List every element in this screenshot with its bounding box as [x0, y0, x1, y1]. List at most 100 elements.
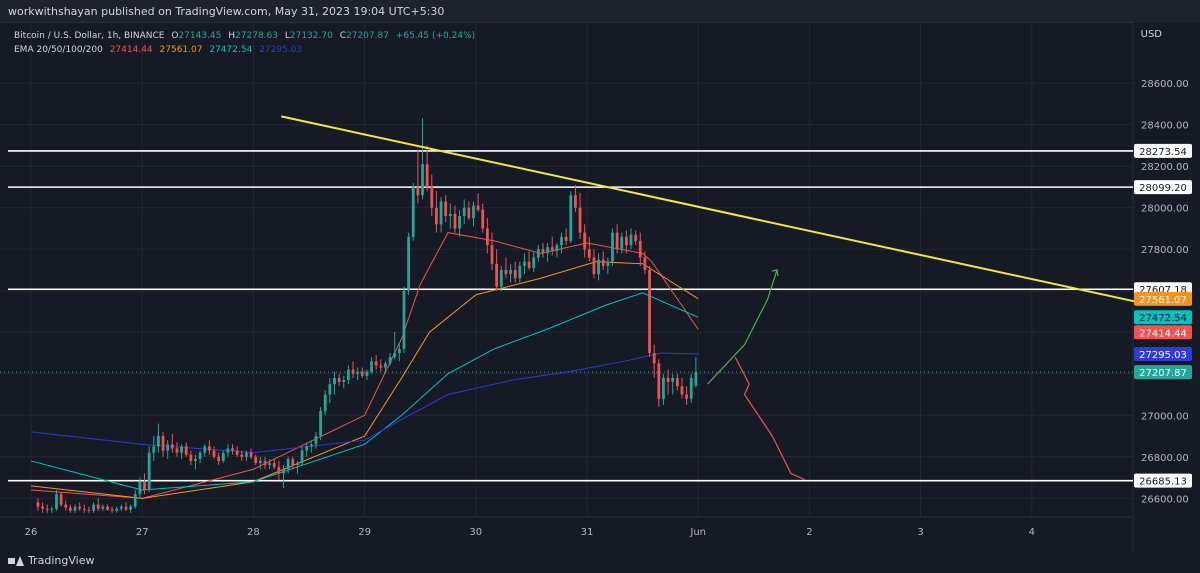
candle-body	[314, 436, 318, 445]
candle-body	[305, 446, 309, 451]
candle-body	[509, 269, 512, 275]
candle-body	[277, 467, 281, 474]
candle-body	[147, 452, 151, 491]
ema200-legend-value: 27295.03	[259, 45, 303, 55]
candle-body	[541, 249, 545, 254]
candle-body	[282, 469, 285, 474]
candle-body	[309, 444, 313, 447]
candle-body	[370, 361, 373, 372]
candle-body	[365, 371, 369, 376]
ema200-line	[30, 352, 699, 454]
candle-body	[207, 446, 211, 451]
candle-body	[231, 448, 234, 451]
low-label: L	[284, 31, 290, 41]
candle-body	[249, 452, 253, 457]
candle-body	[240, 454, 244, 457]
candle-body	[638, 240, 642, 258]
candle-body	[467, 207, 471, 219]
trendline	[280, 115, 1144, 305]
candle-body	[513, 269, 517, 279]
candle-body	[379, 365, 383, 368]
candle-body	[189, 454, 193, 461]
projection-up-line	[707, 269, 778, 385]
candle-body	[342, 379, 346, 383]
candle-body	[435, 207, 438, 225]
x-tick-label: 26	[25, 527, 38, 538]
candle-body	[115, 508, 119, 511]
x-tick-label: Jun	[689, 527, 706, 538]
candle-body	[221, 452, 225, 461]
publisher-bar: workwithshayan published on TradingView.…	[0, 0, 1200, 23]
candle-body	[360, 371, 364, 376]
x-tick-label: 2	[806, 527, 812, 538]
candle-body	[518, 265, 522, 279]
candle-body	[235, 450, 239, 455]
candle-body	[175, 448, 179, 453]
last-price-tag-bg	[1134, 365, 1192, 380]
candle-body	[527, 261, 531, 268]
x-tick-label: 27	[136, 527, 149, 538]
level-price-tag: 26685.13	[1139, 477, 1187, 488]
candle-body	[263, 460, 267, 466]
candle-body	[319, 411, 322, 437]
y-tick-label: 26800.00	[1141, 453, 1189, 464]
candle-body	[601, 259, 605, 266]
level-price-tag-bg	[1134, 143, 1192, 158]
candle-body	[546, 247, 550, 254]
x-tick-label: 30	[469, 527, 482, 538]
candle-body	[258, 460, 262, 464]
projection-up-arrowhead	[771, 269, 779, 277]
candle-body	[73, 506, 77, 511]
tradingview-brand: TradingView	[28, 554, 95, 567]
candle-body	[485, 228, 489, 246]
price-chart[interactable]: 26 27 28 29 30 31 Jun 2 3 4 26600.00 26800.00 27000.…	[0, 22, 1200, 551]
candle-body	[138, 481, 142, 495]
candle-body	[92, 504, 95, 511]
chart-legend: Bitcoin / U.S. Dollar, 1h, BINANCE O2714…	[14, 29, 479, 57]
candle-body	[583, 232, 587, 250]
candle-body	[323, 394, 327, 412]
candle-body	[161, 436, 165, 451]
candle-body	[629, 234, 633, 246]
candle-body	[472, 205, 475, 219]
candle-body	[300, 450, 304, 464]
candle-body	[671, 377, 675, 383]
ema20-line	[30, 232, 699, 499]
candle-body	[124, 506, 128, 510]
x-tick-label: 29	[358, 527, 371, 538]
symbol-label: Bitcoin / U.S. Dollar, 1h, BINANCE	[14, 31, 165, 41]
candle-body	[180, 446, 183, 453]
high-label: H	[228, 31, 236, 41]
ema-legend-row: EMA 20/50/100/200 27414.44 27561.07 2747…	[14, 43, 479, 57]
y-tick-label: 28200.00	[1141, 162, 1189, 173]
candle-body	[45, 508, 49, 510]
candle-body	[689, 377, 693, 399]
candle-body	[203, 446, 207, 453]
candle-body	[110, 509, 114, 511]
candle-body	[291, 458, 295, 466]
candle-body	[36, 502, 40, 507]
candle-body	[490, 245, 494, 264]
candle-body	[82, 508, 86, 510]
candle-body	[393, 353, 397, 358]
candle-body	[648, 269, 651, 354]
candle-body	[643, 257, 647, 270]
candle-body	[217, 456, 221, 461]
close-label: C	[339, 31, 346, 41]
candle-body	[620, 236, 624, 250]
ema200-price-tag-bg	[1134, 347, 1192, 362]
open-label: O	[171, 31, 179, 41]
y-tick-label: 26600.00	[1141, 494, 1189, 505]
candle-body	[448, 213, 452, 217]
candle-body	[101, 506, 105, 509]
candle-body	[564, 236, 568, 241]
publisher-text: workwithshayan published on TradingView.…	[8, 5, 445, 18]
candle-body	[194, 458, 197, 461]
candle-body	[555, 245, 559, 252]
ema50-legend-value: 27561.07	[159, 45, 203, 55]
candle-body	[411, 186, 415, 237]
tradingview-footer[interactable]: TradingView	[8, 554, 94, 567]
candle-body	[675, 377, 679, 387]
x-tick-label: 31	[581, 527, 594, 538]
candle-body	[384, 363, 387, 368]
